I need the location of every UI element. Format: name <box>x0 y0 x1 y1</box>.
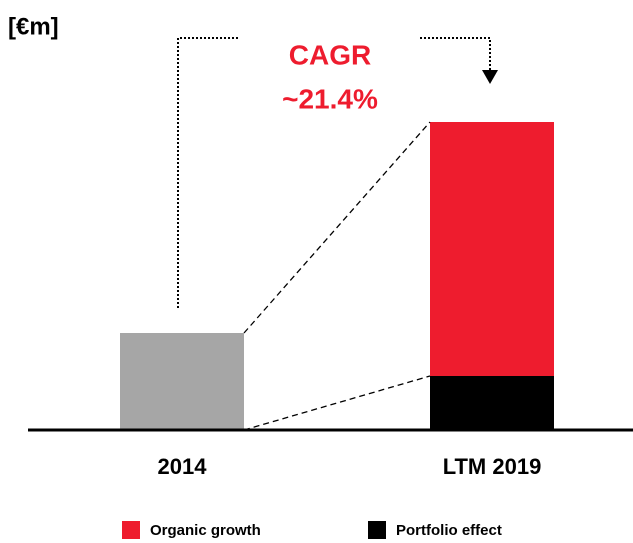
legend-swatch <box>368 521 386 539</box>
legend-label: Portfolio effect <box>396 522 502 539</box>
bar-segment <box>430 122 554 376</box>
annotation: CAGR <box>289 39 371 70</box>
x-tick-label: 2014 <box>158 454 208 479</box>
bar-segment <box>430 376 554 430</box>
bar-segment <box>120 333 244 430</box>
legend-label: Organic growth <box>150 522 261 539</box>
unit-label: [€m] <box>8 13 59 40</box>
connector <box>243 121 431 334</box>
legend-swatch <box>122 521 140 539</box>
annotation: ~21.4% <box>282 83 378 114</box>
arrow-head <box>482 70 498 84</box>
x-tick-label: LTM 2019 <box>443 454 542 479</box>
cagr-arrow <box>420 37 491 72</box>
cagr-arrow <box>177 37 240 308</box>
connector <box>243 375 431 431</box>
